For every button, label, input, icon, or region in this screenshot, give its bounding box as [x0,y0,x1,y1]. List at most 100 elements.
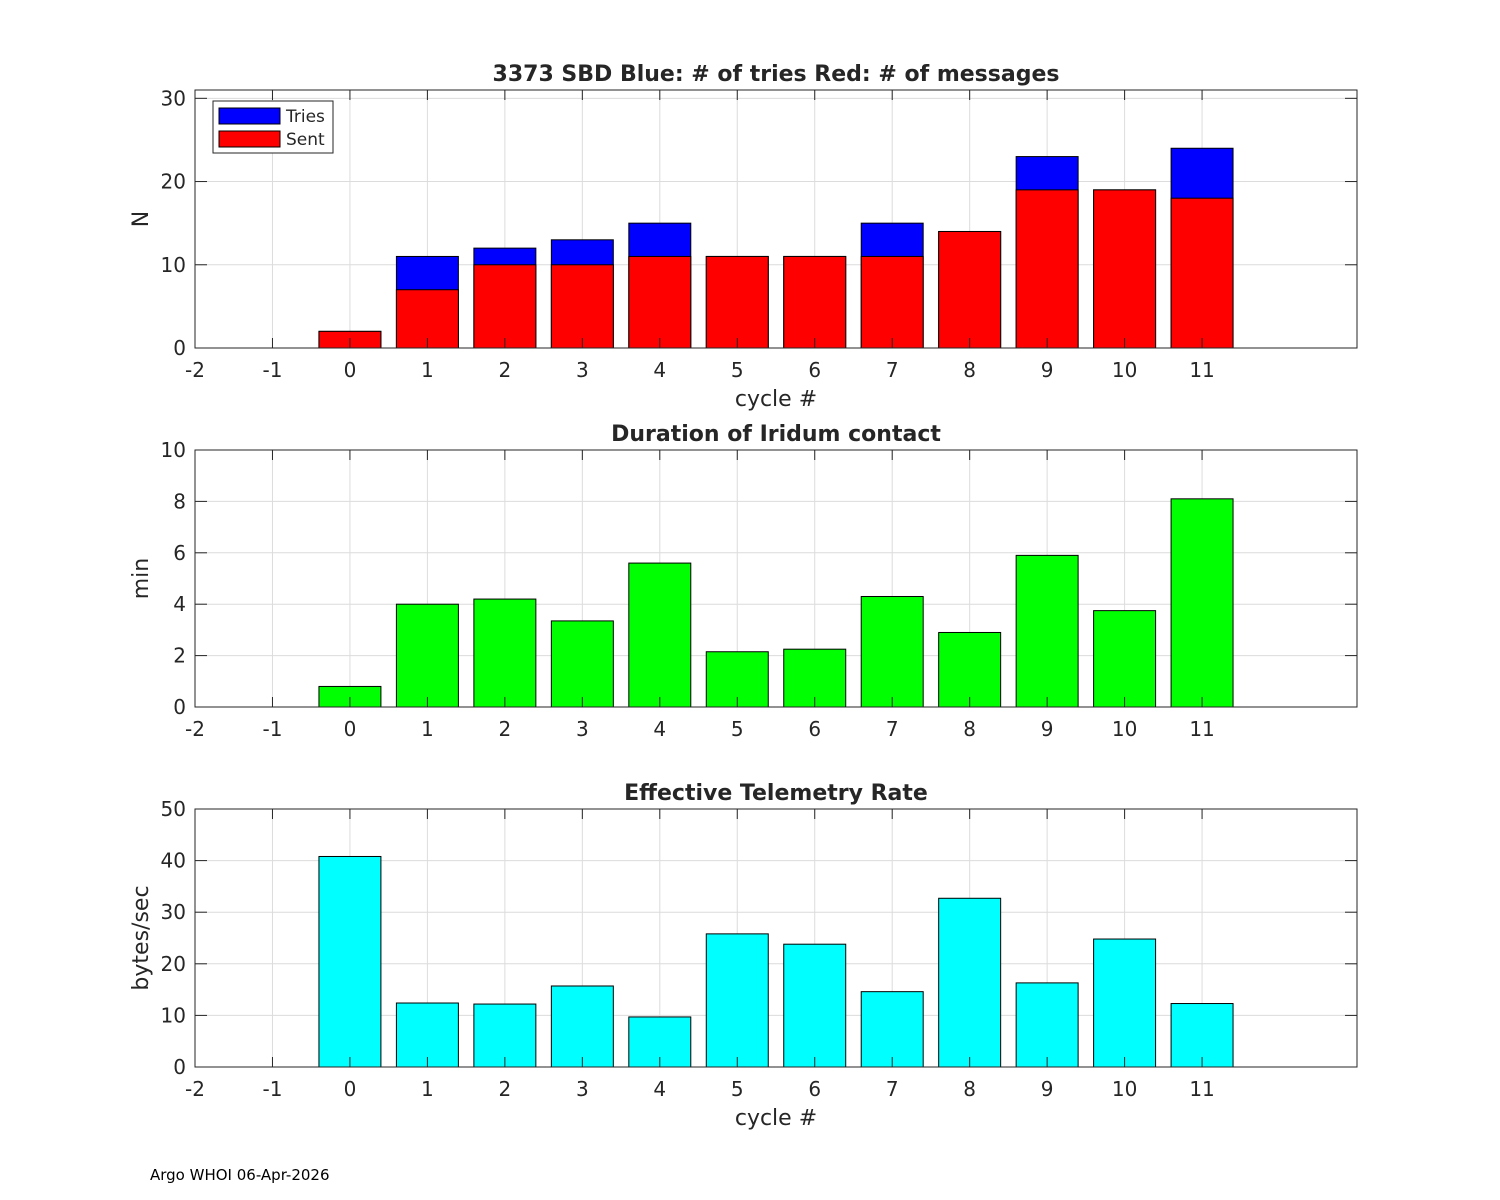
x-tick-label: 7 [886,358,899,382]
x-tick-label: 7 [886,717,899,741]
x-tick-label: 1 [421,717,434,741]
bar-sent-cycle-3 [550,264,614,349]
bar-sent-cycle-10 [1093,189,1157,349]
x-tick-label: 11 [1189,358,1214,382]
bar-rate-cycle-8 [938,897,1002,1068]
x-tick-label: -1 [262,717,282,741]
x-tick-label: 8 [963,358,976,382]
x-tick-label: 3 [576,358,589,382]
y-tick-label: 20 [161,952,186,976]
bar-sent-cycle-5 [705,255,769,349]
x-tick-label: 10 [1112,1077,1137,1101]
x-tick-label: 5 [731,1077,744,1101]
bar-rate-cycle-3 [550,985,614,1068]
x-tick-label: -1 [262,1077,282,1101]
bar-sent-cycle-7 [860,255,924,349]
x-tick-label: 4 [653,1077,666,1101]
y-axis-label: min [129,558,154,600]
x-tick-label: 0 [344,1077,357,1101]
x-tick-label: 3 [576,717,589,741]
bar-sent-cycle-6 [783,255,847,349]
y-tick-label: 30 [161,86,186,110]
x-tick-label: 9 [1041,358,1054,382]
panel-duration: -2 -1 0 1 2 3 4 5 6 7 8 9 10 11 0 2 4 6 8 10 Duration of Ir… [129,422,1358,741]
bar-sent-cycle-8 [938,230,1002,349]
x-tick-label: -2 [185,358,205,382]
bar-sent-cycle-4 [628,255,692,349]
x-tick-label: 9 [1041,1077,1054,1101]
panel-sbd: -2 -1 0 1 2 3 4 5 6 7 8 9 10 11 0 10 20 30 3373 SBD Blue:… [129,62,1358,412]
chart-title: Effective Telemetry Rate [624,781,928,806]
footer-caption: Argo WHOI 06-Apr-2026 [150,1166,330,1184]
y-tick-label: 0 [173,695,186,719]
bar-rate-cycle-1 [395,1002,459,1068]
y-axis-label: N [129,211,154,227]
bar-duration-cycle-11 [1170,498,1234,708]
bar-sent-cycle-9 [1015,189,1079,349]
x-tick-label: 11 [1189,1077,1214,1101]
legend: Tries Sent [212,100,334,154]
bar-duration-cycle-4 [628,562,692,708]
y-tick-label: 20 [161,170,186,194]
bar-rate-cycle-7 [860,991,924,1068]
chart-title: 3373 SBD Blue: # of tries Red: # of mess… [493,62,1060,87]
bar-rate-cycle-9 [1015,982,1079,1068]
y-tick-label: 0 [173,336,186,360]
x-tick-label: 8 [963,1077,976,1101]
x-tick-label: 3 [576,1077,589,1101]
x-tick-label: 11 [1189,717,1214,741]
x-axis-label: cycle # [735,1106,817,1131]
x-tick-label: 6 [808,1077,821,1101]
y-tick-label: 6 [173,541,186,565]
x-tick-label: 9 [1041,717,1054,741]
bar-duration-cycle-8 [938,631,1002,708]
x-tick-label: 4 [653,717,666,741]
bar-rate-cycle-6 [783,943,847,1068]
bar-duration-cycle-3 [550,620,614,708]
x-tick-label: 5 [731,717,744,741]
bar-duration-cycle-7 [860,595,924,708]
bar-rate-cycle-10 [1093,938,1157,1068]
legend-label-tries: Tries [285,107,325,127]
x-tick-label: 4 [653,358,666,382]
bar-rate-cycle-11 [1170,1003,1234,1068]
y-tick-label: 2 [173,644,186,668]
legend-swatch-sent [218,130,281,148]
y-tick-label: 10 [161,1003,186,1027]
x-tick-label: 6 [808,358,821,382]
bar-rate-cycle-5 [705,933,769,1068]
x-tick-label: 5 [731,358,744,382]
x-tick-label: -2 [185,717,205,741]
x-tick-label: 10 [1112,717,1137,741]
y-tick-label: 8 [173,489,186,513]
bar-duration-cycle-9 [1015,554,1079,708]
x-axis-label: cycle # [735,387,817,412]
y-tick-label: 30 [161,900,186,924]
bar-duration-cycle-2 [473,598,537,708]
bar-duration-cycle-10 [1093,610,1157,708]
y-tick-label: 10 [161,438,186,462]
bar-sent-cycle-11 [1170,197,1234,349]
bar-rate-cycle-2 [473,1003,537,1068]
x-tick-label: 0 [344,717,357,741]
x-tick-label: 2 [498,717,511,741]
y-tick-label: 0 [173,1055,186,1079]
y-tick-label: 40 [161,849,186,873]
panel-telemetry-rate: -2 -1 0 1 2 3 4 5 6 7 8 9 10 11 0 10 20 30 40 50 Effective … [129,781,1358,1131]
chart-title: Duration of Iridum contact [611,422,941,447]
x-tick-label: 2 [498,358,511,382]
y-axis-label: bytes/sec [129,885,154,990]
bar-sent-cycle-2 [473,264,537,349]
x-tick-label: 2 [498,1077,511,1101]
bar-rate-cycle-0 [318,855,382,1068]
legend-swatch-tries [218,107,281,125]
x-tick-label: -1 [262,358,282,382]
x-tick-label: 7 [886,1077,899,1101]
x-tick-label: 0 [344,358,357,382]
legend-label-sent: Sent [286,130,325,150]
x-tick-label: 1 [421,1077,434,1101]
x-tick-label: 1 [421,358,434,382]
y-tick-label: 4 [173,592,186,616]
x-tick-label: -2 [185,1077,205,1101]
